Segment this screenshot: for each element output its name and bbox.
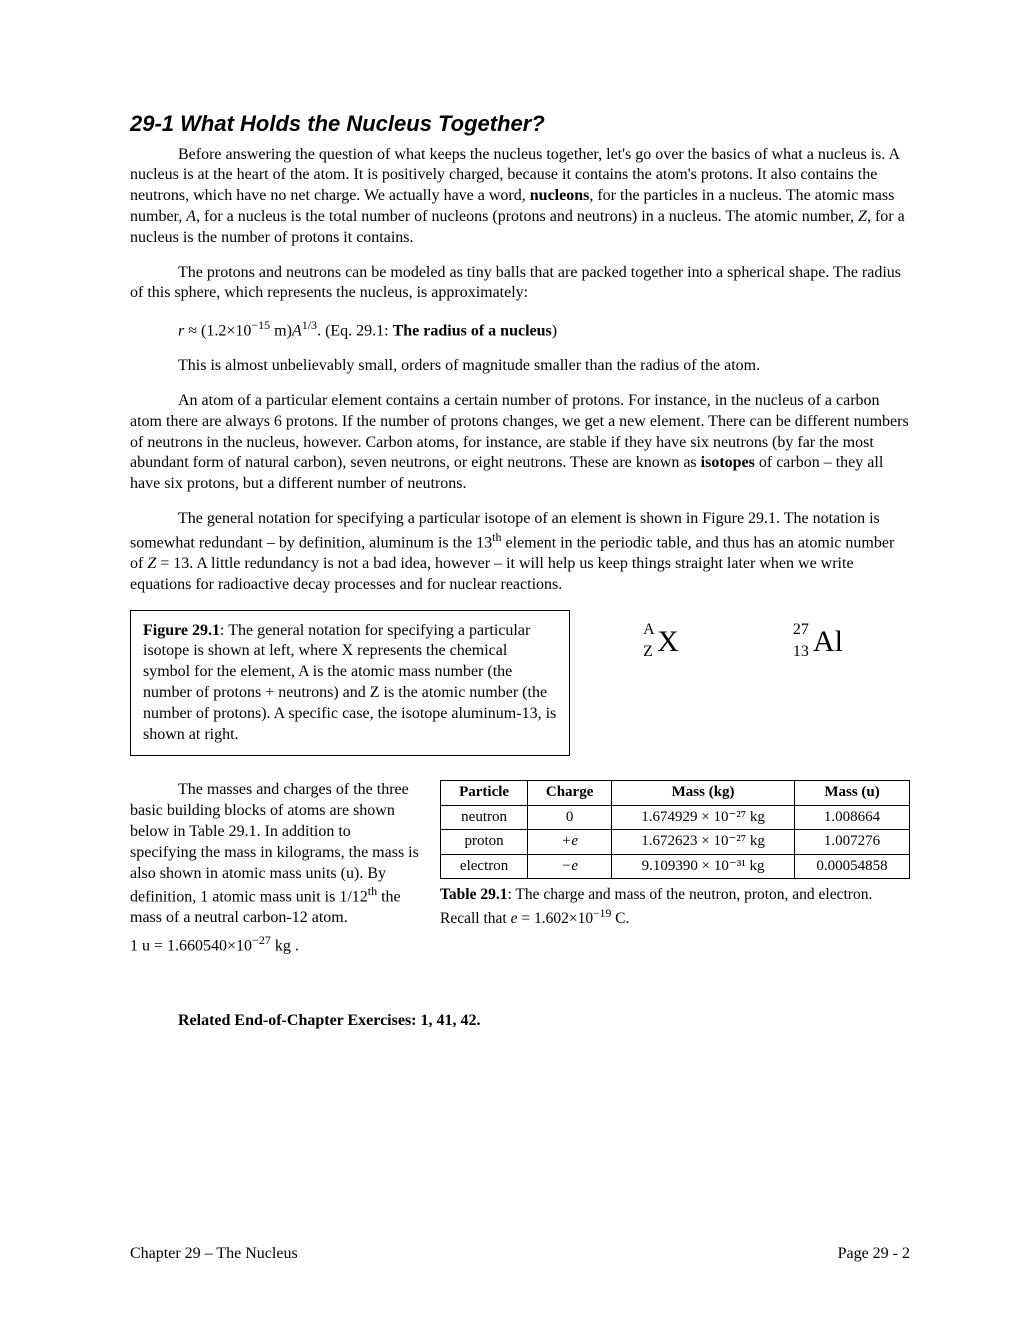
sup-th: th (492, 530, 501, 544)
atomic-number-13: 13 (793, 642, 809, 663)
cell: electron (441, 854, 528, 879)
eq-title: The radius of a nucleus (393, 323, 552, 340)
amu-equation: 1 u = 1.660540×10−27 kg . (130, 933, 420, 957)
equation-block: r ≈ (1.2×10−15 m)A1/3. (Eq. 29.1: The ra… (178, 318, 910, 342)
figure-label: Figure 29.1 (143, 622, 220, 639)
cell: 1.674929 × 10⁻²⁷ kg (612, 805, 795, 830)
page-number: Page 29 - 2 (838, 1244, 910, 1265)
eq-text: = 1.660540×10 (150, 938, 252, 955)
cell: +e (528, 830, 612, 855)
isotope-notation: A Z X 27 13 Al (590, 610, 910, 661)
table-header-row: Particle Charge Mass (kg) Mass (u) (441, 781, 910, 806)
eq-text: kg . (271, 938, 299, 955)
table-row: proton +e 1.672623 × 10⁻²⁷ kg 1.007276 (441, 830, 910, 855)
eq-text: m) (270, 323, 292, 340)
cell: 0 (528, 805, 612, 830)
text: = 13. A little redundancy is not a bad i… (130, 555, 854, 593)
element-al: Al (813, 625, 843, 658)
paragraph-4: An atom of a particular element contains… (130, 391, 910, 495)
mass-number-27: 27 (793, 620, 809, 641)
cell: 0.00054858 (795, 854, 910, 879)
eq-text: . (Eq. 29.1: (317, 323, 393, 340)
th-mass-kg: Mass (kg) (612, 781, 795, 806)
particle-table: Particle Charge Mass (kg) Mass (u) neutr… (440, 780, 910, 879)
cell: 9.109390 × 10⁻³¹ kg (612, 854, 795, 879)
section-title: 29-1 What Holds the Nucleus Together? (130, 110, 910, 139)
table-caption: Table 29.1: The charge and mass of the n… (440, 885, 910, 928)
paragraph-5: The general notation for specifying a pa… (130, 509, 910, 596)
var-a: A (186, 208, 196, 225)
cell: proton (441, 830, 528, 855)
text: = 1.602×10 (517, 910, 593, 927)
aluminum-isotope: 27 13 Al (813, 622, 843, 661)
eq-text: ≈ (1.2×10 (184, 323, 251, 340)
atomic-number-z: Z (643, 642, 653, 663)
cell: 1.007276 (795, 830, 910, 855)
text: The masses and charges of the three basi… (130, 780, 420, 929)
eq-exp: −15 (251, 318, 270, 332)
th-mass-u: Mass (u) (795, 781, 910, 806)
eq-exp: 1/3 (302, 318, 317, 332)
bold-term: isotopes (701, 454, 755, 471)
chapter-label: Chapter 29 – The Nucleus (130, 1244, 298, 1265)
eq-exp: −27 (252, 933, 271, 947)
table-intro-text: The masses and charges of the three basi… (130, 780, 420, 971)
bold-term: nucleons (530, 187, 590, 204)
text: C. (611, 910, 629, 927)
figure-row: Figure 29.1: The general notation for sp… (130, 610, 910, 757)
cell: neutron (441, 805, 528, 830)
table-label: Table 29.1 (440, 886, 507, 903)
cell: 1.008664 (795, 805, 910, 830)
cell: −e (528, 854, 612, 879)
paragraph-1: Before answering the question of what ke… (130, 145, 910, 249)
figure-caption-text: : The general notation for specifying a … (143, 622, 556, 743)
element-x: X (657, 625, 679, 658)
eq-text: ) (552, 323, 557, 340)
var-z: Z (147, 555, 156, 572)
text: , for a nucleus is the total number of n… (196, 208, 858, 225)
generic-isotope: A Z X (657, 622, 679, 661)
paragraph-3: This is almost unbelievably small, order… (130, 356, 910, 377)
table-row: electron −e 9.109390 × 10⁻³¹ kg 0.000548… (441, 854, 910, 879)
eq-var: A (292, 323, 302, 340)
table-row: neutron 0 1.674929 × 10⁻²⁷ kg 1.008664 (441, 805, 910, 830)
paragraph-2: The protons and neutrons can be modeled … (130, 263, 910, 305)
table-section: The masses and charges of the three basi… (130, 780, 910, 971)
eq-text: 1 u (130, 938, 150, 955)
mass-number-a: A (643, 620, 655, 641)
eq-exp: −19 (593, 907, 611, 920)
var-z: Z (858, 208, 867, 225)
figure-caption-box: Figure 29.1: The general notation for sp… (130, 610, 570, 757)
particle-table-container: Particle Charge Mass (kg) Mass (u) neutr… (440, 780, 910, 928)
sup-th: th (368, 884, 377, 898)
th-particle: Particle (441, 781, 528, 806)
cell: 1.672623 × 10⁻²⁷ kg (612, 830, 795, 855)
related-exercises: Related End-of-Chapter Exercises: 1, 41,… (178, 1011, 910, 1032)
page-footer: Chapter 29 – The Nucleus Page 29 - 2 (130, 1244, 910, 1265)
th-charge: Charge (528, 781, 612, 806)
